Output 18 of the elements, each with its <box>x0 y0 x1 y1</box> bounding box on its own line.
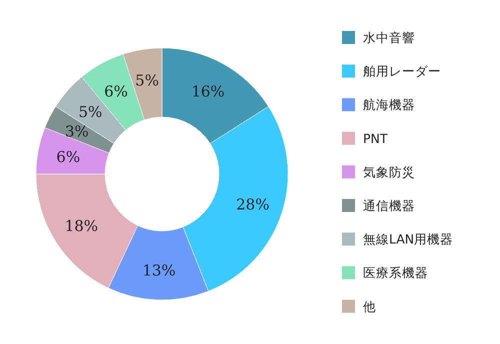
data-label: 13% <box>142 261 176 280</box>
legend-label: 気象防災 <box>363 164 415 180</box>
data-label: 16% <box>191 82 225 100</box>
data-label: 5% <box>135 72 159 90</box>
legend-label: PNT <box>363 130 388 146</box>
legend-label: 他 <box>363 298 376 314</box>
legend-label: 無線LAN用機器 <box>363 232 454 247</box>
legend-label: 水中音響 <box>363 30 415 45</box>
data-label: 3% <box>65 122 89 141</box>
data-label: 28% <box>236 196 270 214</box>
legend-label: 医療系機器 <box>363 265 428 280</box>
data-label: 18% <box>64 217 98 236</box>
legend-label: 通信機器 <box>363 198 415 213</box>
data-label: 6% <box>56 148 80 166</box>
legend-label: 航海機器 <box>363 97 415 112</box>
legend-label: 舶用レーダー <box>363 64 441 79</box>
data-label: 6% <box>104 82 128 100</box>
data-label: 5% <box>78 102 102 121</box>
